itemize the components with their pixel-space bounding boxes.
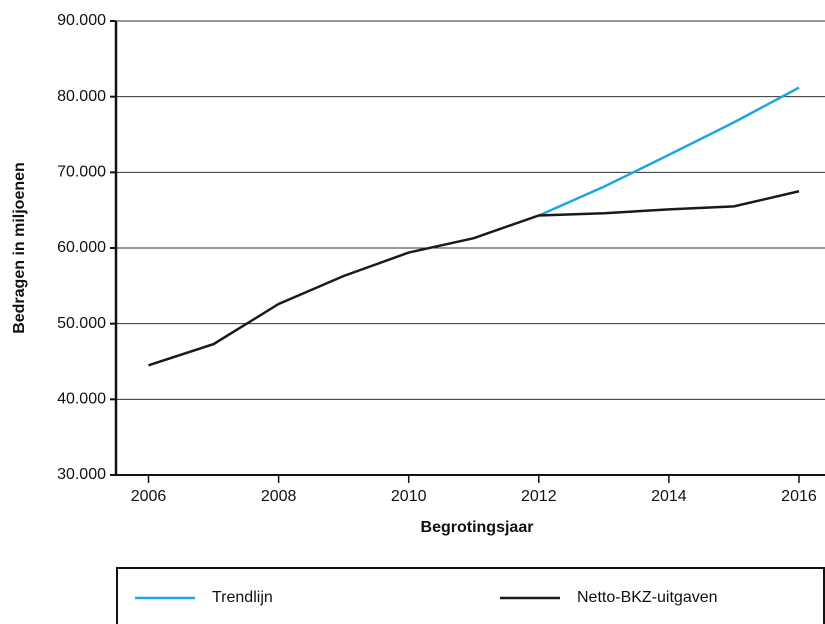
x-tick-label: 2016 (781, 488, 817, 505)
series-line (538, 86, 800, 217)
series-line (148, 190, 800, 367)
y-axis-label: Bedragen in miljoenen (11, 162, 28, 334)
y-tick-label: 90.000 (57, 12, 106, 29)
x-axis-label: Begrotingsjaar (421, 519, 534, 536)
y-tick-label: 80.000 (57, 88, 106, 105)
x-tick-label: 2012 (521, 488, 557, 505)
x-tick-label: 2006 (131, 488, 167, 505)
y-tick-label: 60.000 (57, 239, 106, 256)
x-tick-label: 2008 (261, 488, 297, 505)
y-tick-label: 40.000 (57, 391, 106, 408)
x-tick-label: 2014 (651, 488, 687, 505)
legend-box (116, 567, 825, 624)
y-tick-label: 30.000 (57, 466, 106, 483)
y-tick-label: 50.000 (57, 315, 106, 332)
legend-label: Netto-BKZ-uitgaven (577, 589, 718, 606)
y-tick-label: 70.000 (57, 164, 106, 181)
legend-label: Trendlijn (212, 589, 273, 606)
x-tick-label: 2010 (391, 488, 427, 505)
